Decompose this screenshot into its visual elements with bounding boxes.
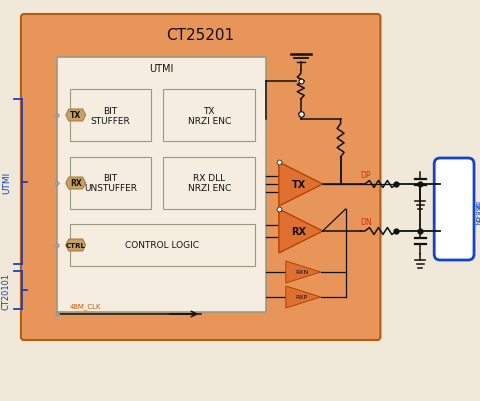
FancyBboxPatch shape (70, 225, 255, 266)
Text: USB-C: USB-C (473, 203, 479, 222)
Polygon shape (279, 162, 323, 207)
Text: DN: DN (360, 217, 372, 227)
Text: UNSTUFFER: UNSTUFFER (84, 184, 137, 193)
Text: DP: DP (360, 170, 371, 180)
Text: UTMI: UTMI (149, 64, 174, 74)
FancyBboxPatch shape (163, 90, 255, 142)
Text: DN: DN (473, 216, 479, 225)
Text: BIT: BIT (104, 106, 118, 115)
Text: NRZI ENC: NRZI ENC (188, 184, 231, 193)
FancyBboxPatch shape (57, 58, 266, 312)
Text: STUFFER: STUFFER (91, 116, 131, 125)
Polygon shape (286, 261, 321, 283)
Polygon shape (66, 239, 85, 251)
Text: CT25201: CT25201 (167, 28, 235, 43)
Text: TX: TX (204, 106, 215, 115)
Text: RX DLL: RX DLL (193, 174, 225, 183)
Text: 48M_CLK: 48M_CLK (70, 302, 101, 309)
Text: RX: RX (291, 227, 306, 237)
Text: RXP: RXP (296, 295, 308, 300)
FancyBboxPatch shape (21, 15, 381, 340)
Text: DP: DP (473, 200, 479, 209)
Text: RXN: RXN (295, 270, 308, 275)
Polygon shape (66, 110, 85, 122)
Polygon shape (286, 286, 321, 308)
FancyBboxPatch shape (70, 90, 151, 142)
Text: RX: RX (70, 179, 82, 188)
FancyBboxPatch shape (163, 158, 255, 209)
Text: CTRL: CTRL (66, 242, 85, 248)
Text: UTMI: UTMI (2, 171, 11, 193)
FancyBboxPatch shape (434, 159, 474, 260)
Polygon shape (66, 178, 85, 190)
Text: CONTROL LOGIC: CONTROL LOGIC (125, 241, 199, 250)
Text: TX: TX (291, 180, 306, 190)
Text: CT20101: CT20101 (2, 272, 11, 309)
FancyBboxPatch shape (70, 158, 151, 209)
Polygon shape (279, 209, 323, 253)
Text: NRZI ENC: NRZI ENC (188, 116, 231, 125)
Text: BIT: BIT (104, 174, 118, 183)
Text: TX: TX (70, 111, 81, 120)
